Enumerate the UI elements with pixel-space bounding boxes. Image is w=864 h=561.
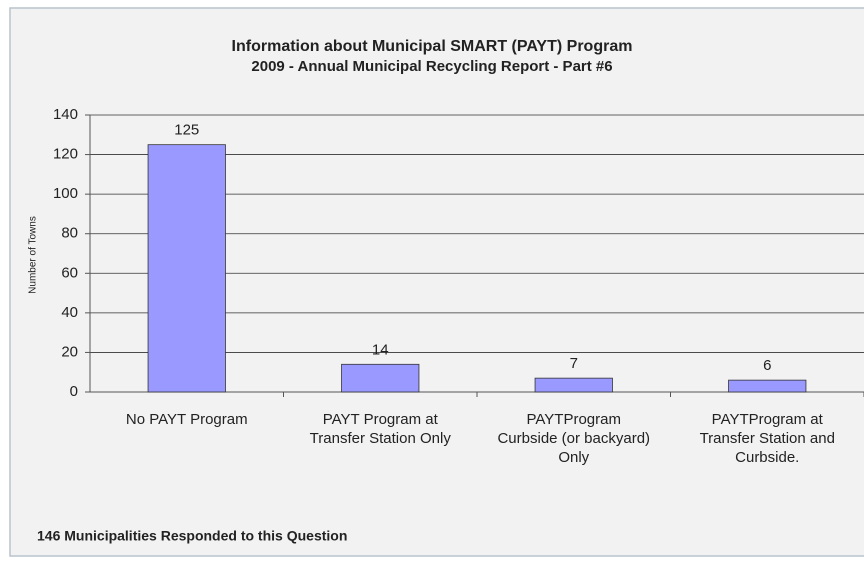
x-tick-label: PAYT Program at Transfer Station Only	[309, 411, 451, 447]
chart-frame	[9, 7, 864, 557]
x-tick-label: PAYTProgram Curbside (or backyard) Only	[497, 411, 651, 466]
y-tick-label: 0	[70, 383, 78, 400]
value-label: 14	[372, 341, 389, 358]
chart-title: Information about Municipal SMART (PAYT)…	[232, 38, 633, 55]
y-tick-label: 120	[53, 146, 78, 163]
bar	[534, 377, 613, 393]
y-tick-label: 60	[61, 264, 78, 281]
bar	[341, 363, 420, 393]
y-tick-label: 140	[53, 106, 78, 123]
value-label: 6	[763, 357, 771, 374]
y-tick-label: 20	[61, 343, 78, 360]
y-axis-label: Number of Towns	[28, 216, 39, 294]
bar	[147, 144, 226, 393]
y-tick-label: 100	[53, 185, 78, 202]
x-tick-label: No PAYT Program	[125, 411, 248, 428]
chart-subtitle: 2009 - Annual Municipal Recycling Report…	[251, 58, 612, 75]
bar	[728, 379, 807, 393]
footnote: 146 Municipalities Responded to this Que…	[37, 528, 347, 544]
x-tick-label: PAYTProgram at Transfer Station and Curb…	[699, 411, 835, 466]
value-label: 125	[174, 122, 199, 139]
value-label: 7	[570, 355, 578, 372]
y-tick-label: 40	[61, 304, 78, 321]
y-tick-label: 80	[61, 225, 78, 242]
